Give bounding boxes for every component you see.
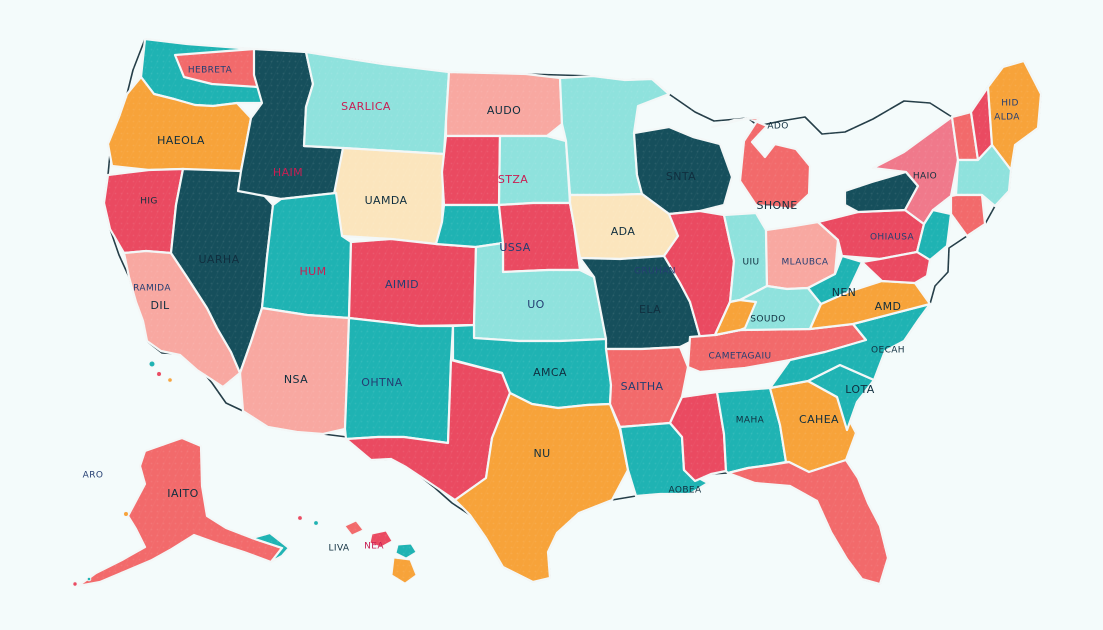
label-maine-2: ALDA [994,113,1020,123]
label-maine-1: HID [1001,99,1019,109]
island-dot-7 [72,581,78,587]
label-hawaii-2: NEA [364,542,384,552]
island-dot-1 [148,360,156,368]
state-nebraska[interactable] [497,201,582,274]
label-oregon: HAEOLA [157,134,205,147]
label-nevada-small: RAMIDA [133,284,171,294]
label-georgia: LOTA [845,383,874,396]
state-arizona[interactable] [238,306,351,436]
hawaii-island-1[interactable] [344,520,364,536]
label-north-carolina: OECAH [871,346,905,356]
label-south-dakota: STZA [498,173,528,186]
label-tiny-texas: AOBEA [668,486,702,496]
state-nebraska-west[interactable] [434,203,505,249]
label-mississippi: MAHA [736,416,765,426]
label-new-mexico: OHTNA [361,376,402,389]
label-texas: NU [533,447,550,460]
label-north-dakota: AUDO [487,104,521,117]
state-utah[interactable] [260,191,353,320]
label-alaska: IAITO [167,487,198,500]
label-arkansas: SAITHA [621,380,664,393]
state-connecticut[interactable] [949,193,987,238]
island-dot-5 [297,515,303,521]
label-illinois: GRUHAN [634,267,676,277]
label-tiny-alaska: ARO [83,471,104,481]
state-south-dakota-west[interactable] [440,134,502,207]
state-florida[interactable] [726,458,890,586]
label-hawaii-1: LIVA [328,544,349,554]
island-dot-4 [123,511,129,517]
label-idaho: HAIM [273,166,303,179]
label-michigan: SHONE [756,199,797,212]
island-dot-2 [156,371,162,377]
state-south-dakota[interactable] [497,134,572,207]
label-california-south: DIL [150,299,170,312]
label-west-virginia: NEN [832,286,857,299]
label-new-york: HAIO [913,172,937,182]
label-california-north: HIG [140,197,158,207]
label-oklahoma: AMCA [533,366,567,379]
island-dot-3 [167,377,173,383]
label-tiny-canada: ADO [767,122,788,132]
state-alaska[interactable] [76,436,284,588]
label-virginia: AMD [875,300,902,313]
label-missouri: ELA [639,303,661,316]
label-wisconsin: SNTA [666,170,696,183]
label-montana: SARLICA [341,100,391,113]
island-dot-6 [313,520,319,526]
label-colorado: AIMID [385,278,419,291]
label-pennsylvania: OHIAUSA [870,233,915,243]
label-ohio: MLAUBCA [782,258,829,268]
island-dot-8 [86,576,92,582]
label-kentucky: SOUDO [750,315,785,325]
label-nebraska: HEBRETA [188,66,233,76]
label-iowa: ADA [611,225,636,238]
label-arizona: NSA [284,373,308,386]
label-tennessee: CAMETAGAIU [708,352,771,362]
label-utah: HUM [299,265,326,278]
label-nevada: UARHA [198,253,239,266]
label-oklahoma-small: UO [527,298,545,311]
label-indiana: UIU [742,258,759,268]
hawaii-island-3[interactable] [395,543,417,559]
label-alabama: CAHEA [799,413,839,426]
hawaii-island-4[interactable] [391,557,417,584]
label-kansas: USSA [499,241,530,254]
label-wyoming: UAMDA [365,194,408,207]
state-california-north[interactable] [102,167,185,255]
